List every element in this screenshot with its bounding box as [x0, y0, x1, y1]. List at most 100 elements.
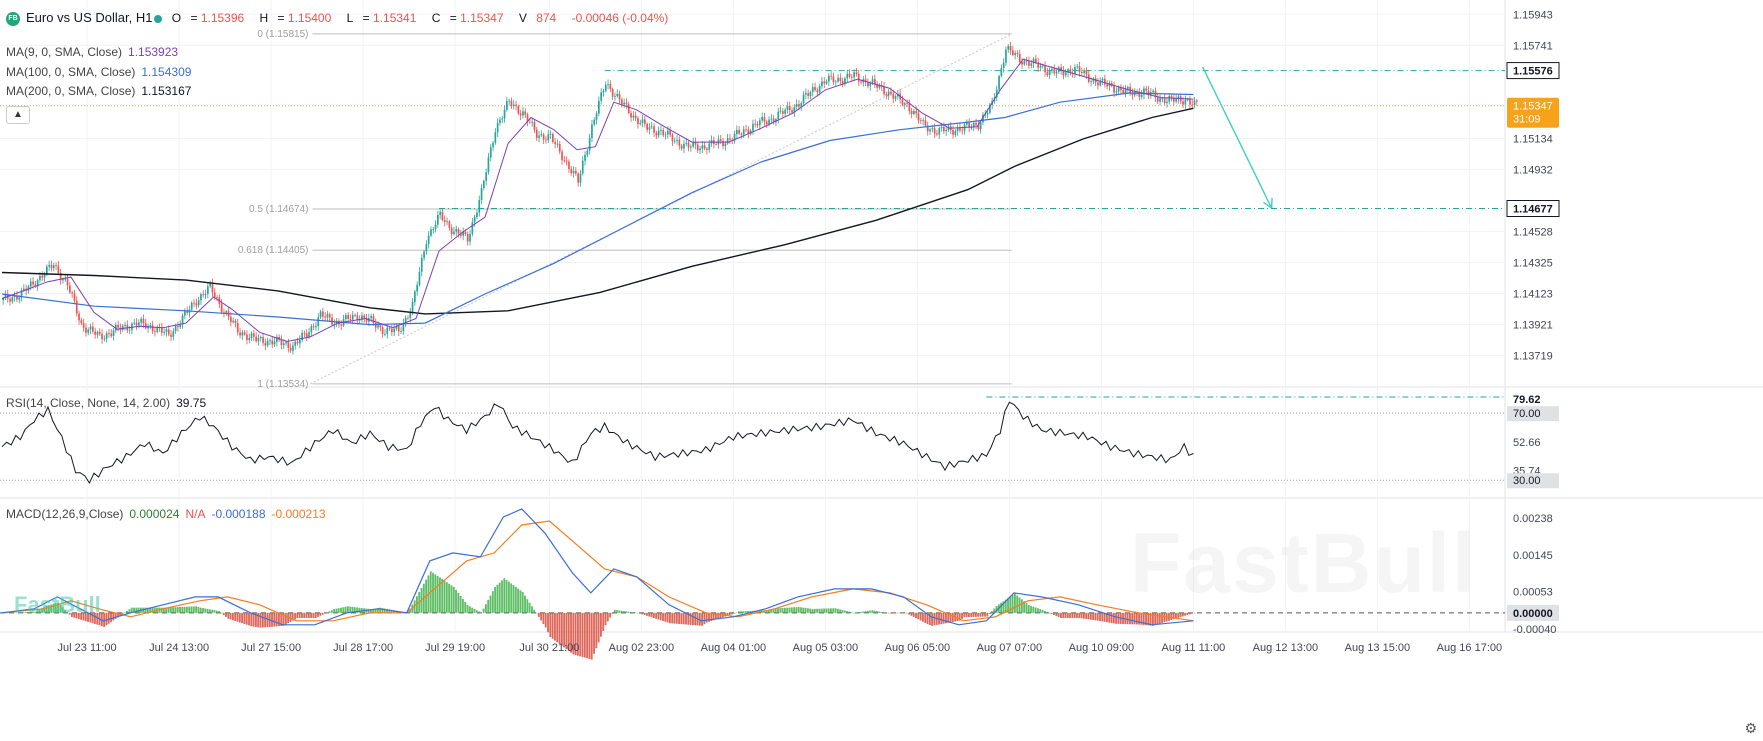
- macd-histogram-bar: [190, 606, 193, 613]
- candle-body: [1037, 62, 1039, 68]
- candle-body: [1081, 71, 1083, 73]
- candle-body: [547, 134, 550, 141]
- rsi-current-tag: 79.62: [1513, 394, 1541, 406]
- macd-histogram-bar: [326, 612, 329, 613]
- macd-histogram-bar: [340, 607, 342, 613]
- chevron-up-icon[interactable]: ▲: [6, 106, 30, 124]
- time-tick-label: Aug 04 01:00: [701, 642, 766, 654]
- level-tag-border: [1506, 62, 1560, 80]
- candle-body: [759, 120, 761, 126]
- time-tick-label: Jul 30 21:00: [519, 642, 579, 654]
- ma200-legend[interactable]: MA(200, 0, SMA, Close) 1.153167: [6, 84, 192, 98]
- candle-body: [1175, 99, 1177, 102]
- candle-body: [591, 124, 593, 139]
- macd-histogram-bar: [830, 608, 832, 613]
- candle-body: [232, 320, 234, 323]
- macd-histogram-bar: [349, 606, 352, 613]
- macd-histogram-bar: [510, 583, 513, 613]
- macd-histogram-bar: [22, 612, 25, 613]
- symbol-title[interactable]: Euro vs US Dollar, H1: [26, 10, 153, 25]
- candle-body: [922, 120, 924, 121]
- candle-body: [1035, 58, 1037, 63]
- candle-body: [135, 322, 138, 326]
- macd-histogram-bar: [563, 612, 566, 648]
- candle-body: [763, 117, 766, 122]
- candle-body: [101, 333, 103, 340]
- candle-body: [933, 128, 936, 134]
- candle-body: [811, 87, 814, 93]
- candle-body: [768, 119, 770, 125]
- macd-histogram-bar: [1078, 612, 1081, 619]
- gear-icon[interactable]: ⚙: [1744, 720, 1757, 736]
- candle-body: [894, 96, 897, 99]
- macd-legend[interactable]: MACD(12,26,9,Close) 0.000024 N/A -0.000188-…: [6, 507, 326, 521]
- candle-body: [1196, 100, 1198, 102]
- macd-histogram-bar: [376, 608, 379, 613]
- macd-histogram-bar: [1188, 612, 1191, 615]
- macd-histogram-bar: [206, 608, 209, 613]
- macd-histogram-bar: [1041, 609, 1044, 613]
- candle-body: [66, 278, 69, 286]
- candle-body: [174, 325, 177, 332]
- macd-histogram-bar: [165, 607, 168, 613]
- macd-histogram-bar: [291, 612, 294, 621]
- candle-body: [443, 220, 446, 222]
- macd-histogram-bar: [882, 612, 885, 613]
- candle-body: [303, 332, 306, 334]
- macd-histogram-bar: [1087, 612, 1090, 620]
- macd-histogram-bar: [82, 612, 85, 621]
- candle-body: [807, 93, 809, 96]
- macd-histogram-bar: [841, 609, 844, 613]
- macd-histogram-bar: [77, 612, 80, 620]
- candle-body: [1170, 96, 1173, 98]
- candle-body: [526, 114, 529, 122]
- candle-body: [696, 144, 699, 151]
- macd-histogram-bar: [531, 606, 533, 613]
- candle-body: [213, 292, 216, 298]
- candle-body: [851, 76, 853, 78]
- macd-histogram-bar: [836, 608, 839, 613]
- macd-histogram-bar: [337, 608, 340, 613]
- candle-body: [800, 103, 803, 107]
- candle-body: [1005, 49, 1007, 63]
- symbol-legend[interactable]: FB Euro vs US Dollar, H1 O = 1.15396 H = …: [6, 10, 674, 26]
- macd-histogram-bar: [577, 612, 579, 656]
- candle-body: [556, 143, 559, 145]
- candle-body: [678, 139, 681, 146]
- candle-body: [726, 138, 729, 144]
- price-tick-label: 1.15134: [1513, 133, 1553, 145]
- macd-histogram-bar: [121, 612, 124, 615]
- macd-histogram-bar: [1014, 593, 1016, 613]
- candle-body: [301, 332, 303, 340]
- macd-histogram-bar: [61, 607, 64, 613]
- macd-histogram-bar: [151, 607, 154, 613]
- macd-histogram-bar: [8, 612, 11, 614]
- macd-histogram-bar: [1073, 612, 1076, 619]
- candle-body: [522, 111, 524, 116]
- macd-histogram-bar: [406, 612, 409, 614]
- candle-body: [400, 331, 402, 332]
- rsi-line: [1, 401, 1194, 485]
- macd-histogram-bar: [627, 611, 630, 613]
- macd-histogram-bar: [949, 612, 952, 623]
- macd-histogram-bar: [1133, 612, 1136, 625]
- macd-histogram-bar: [632, 612, 635, 613]
- level-tag-bg: [1507, 200, 1559, 217]
- macd-histogram-bar: [105, 612, 108, 626]
- macd-histogram-bar: [110, 612, 112, 623]
- candle-body: [747, 129, 750, 134]
- macd-histogram-bar: [885, 612, 888, 614]
- rsi-legend[interactable]: RSI(14, Close, None, 14, 2.00) 39.75: [6, 396, 207, 410]
- macd-histogram-bar: [307, 612, 310, 619]
- macd-histogram-bar: [682, 612, 685, 625]
- macd-histogram-bar: [1129, 612, 1131, 625]
- macd-line: [1, 508, 1194, 626]
- candle-body: [1186, 99, 1189, 100]
- ma100-legend[interactable]: MA(100, 0, SMA, Close) 1.154309: [6, 65, 192, 79]
- candle-body: [197, 300, 200, 306]
- candle-body: [358, 319, 361, 321]
- candle-body: [611, 89, 614, 97]
- ma9-legend[interactable]: MA(9, 0, SMA, Close) 1.153923: [6, 45, 179, 59]
- candle-body: [703, 145, 706, 149]
